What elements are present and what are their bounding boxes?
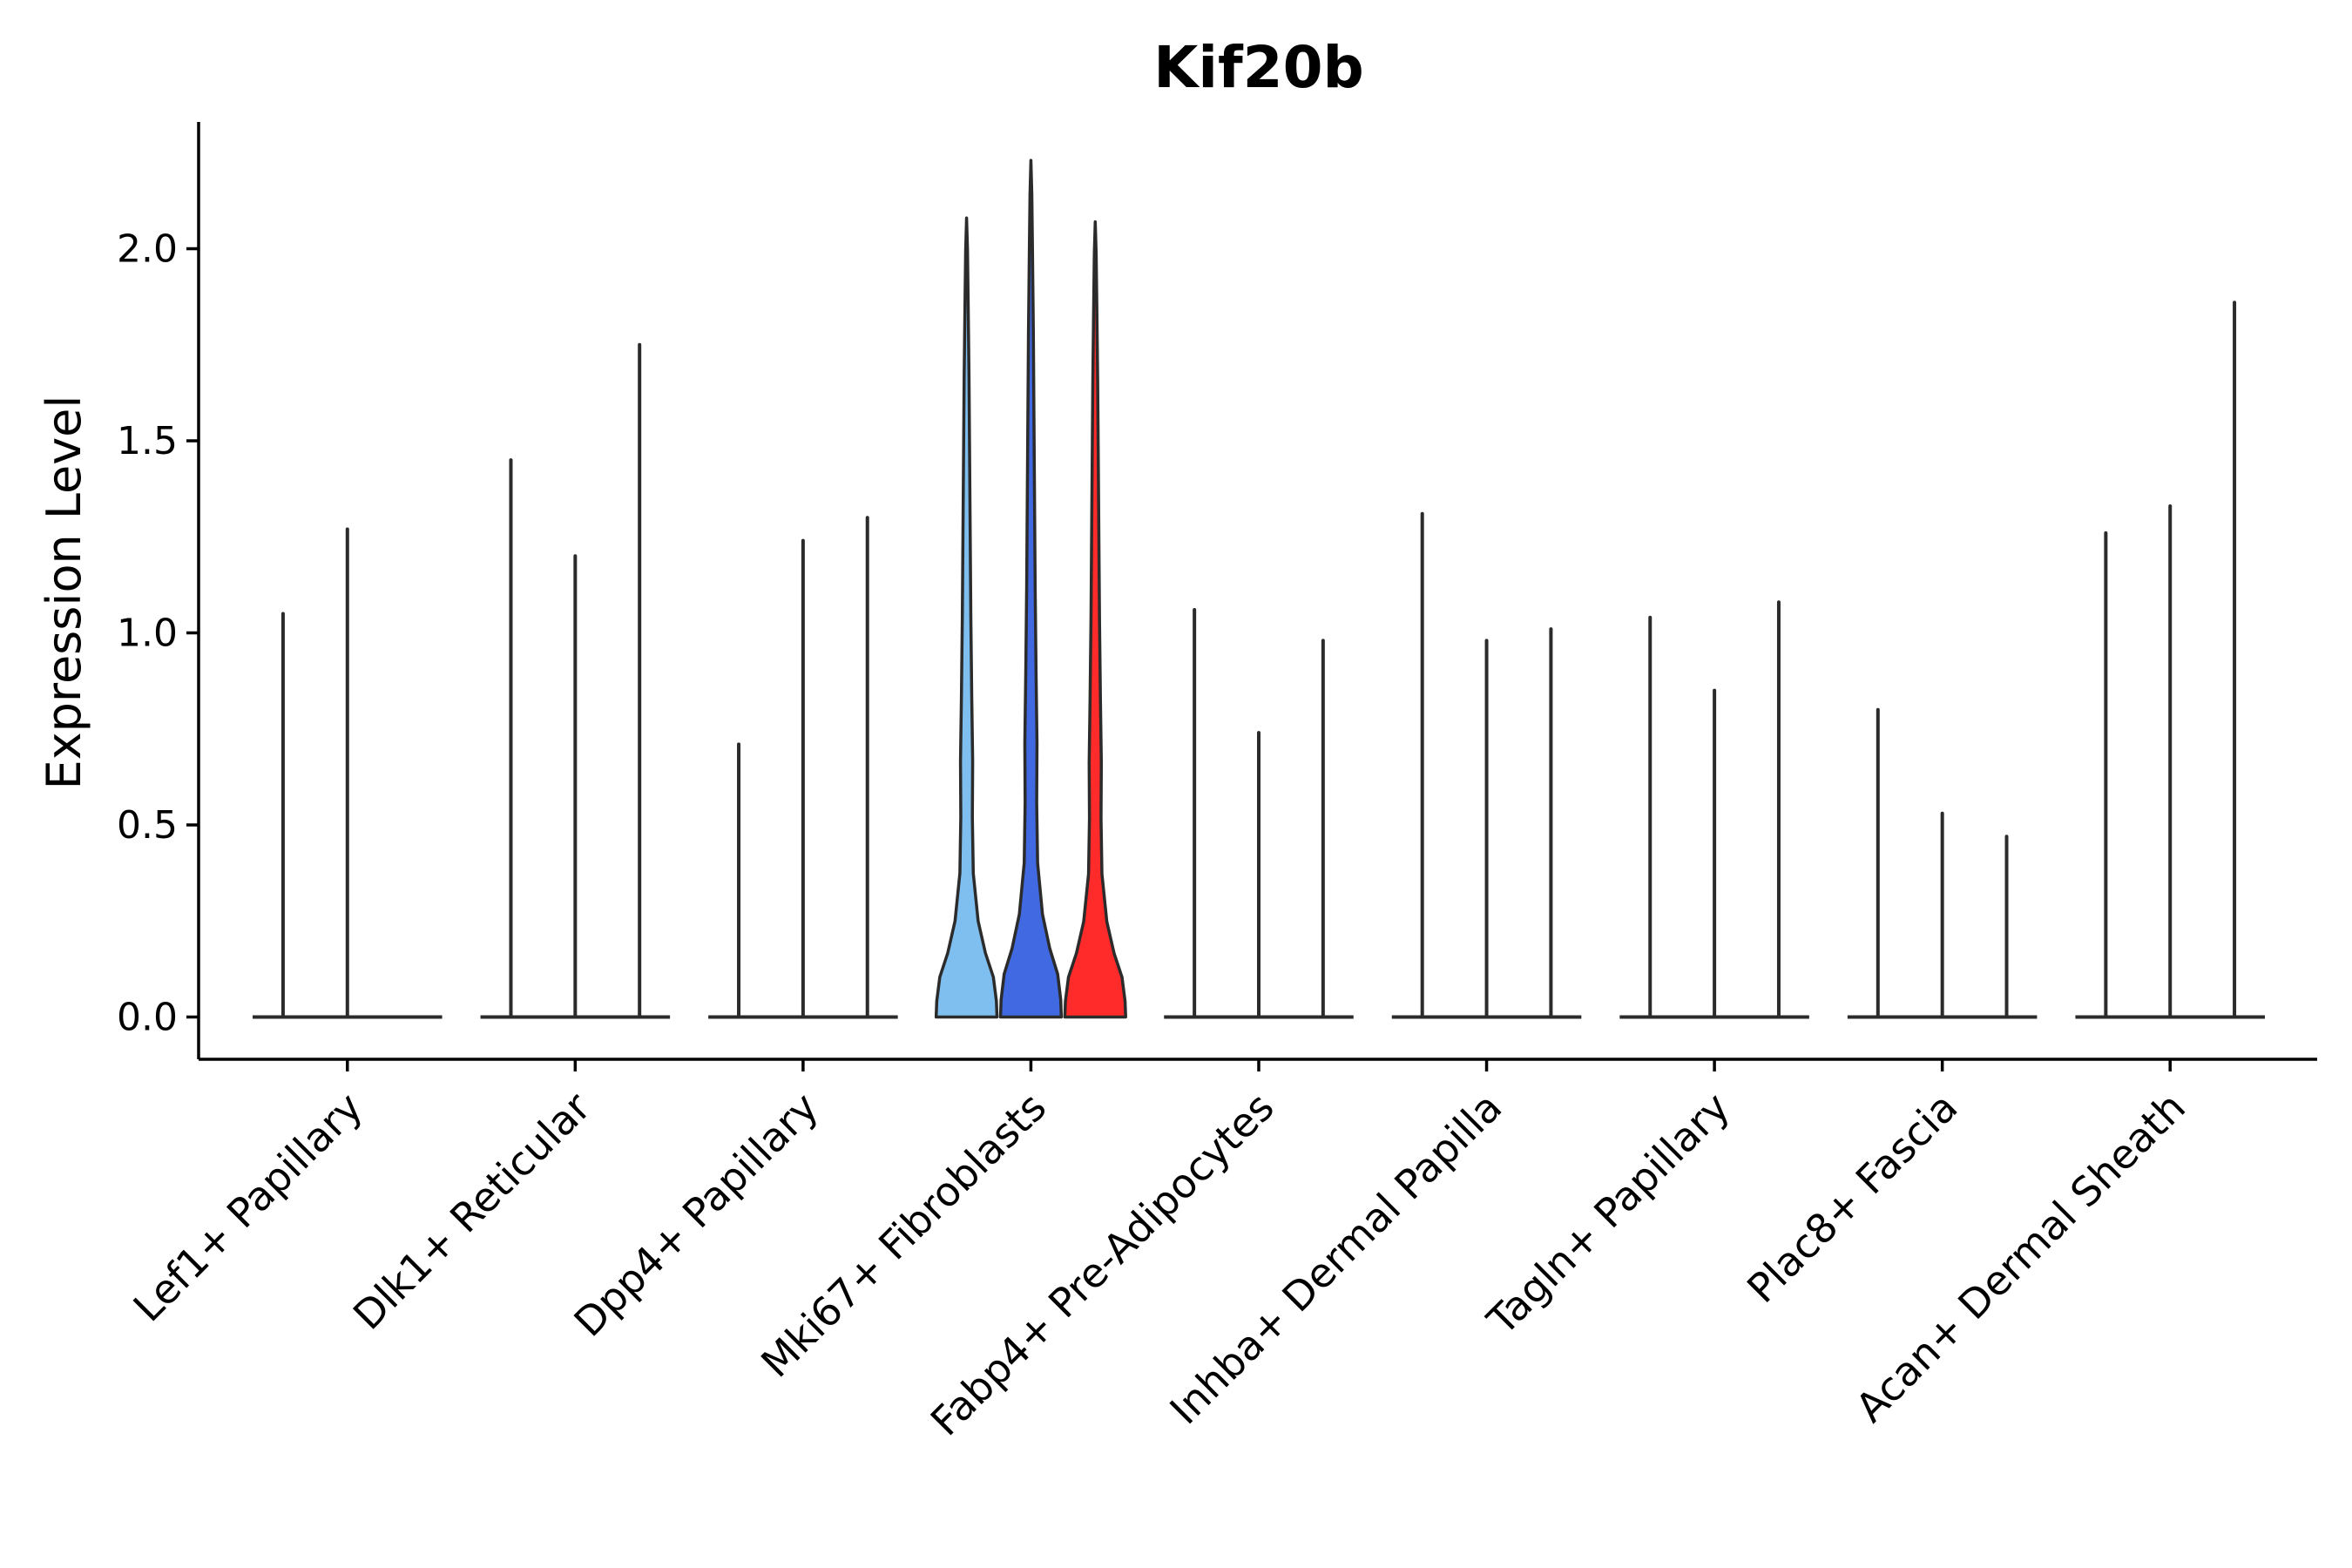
y-tick-label: 2.0	[117, 227, 178, 272]
violin	[1063, 220, 1127, 1019]
violins	[253, 159, 2265, 1019]
x-tick-label: Dpp4+ Papillary	[564, 1084, 827, 1346]
violin	[934, 216, 999, 1019]
y-ticks: 0.0 0.5 1.0 1.5 2.0	[117, 227, 199, 1039]
y-tick-label: 0.5	[117, 803, 178, 848]
y-axis-label: Expression Level	[37, 395, 91, 790]
y-tick-label: 1.0	[117, 612, 178, 656]
x-tick-label: Lef1+ Papillary	[125, 1084, 372, 1331]
x-tick-label: Dlk1+ Reticular	[344, 1084, 599, 1339]
y-tick-label: 1.5	[117, 419, 178, 463]
x-tick-label: Plac8+ Fascia	[1738, 1084, 1966, 1312]
y-tick-label: 0.0	[117, 995, 178, 1039]
x-tick-label: Tagln+ Papillary	[1477, 1084, 1739, 1345]
chart-title: Kif20b	[1153, 34, 1364, 101]
violin	[998, 159, 1064, 1019]
